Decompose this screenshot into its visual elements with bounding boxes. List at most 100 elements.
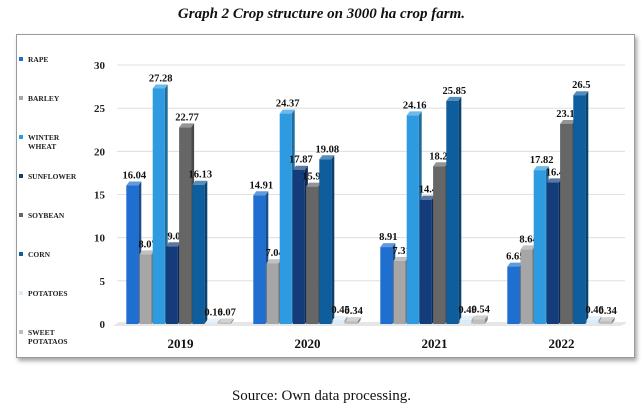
legend-label: SOYBEAN: [28, 211, 65, 220]
bar: [507, 266, 520, 324]
x-tick-label: 2022: [549, 336, 575, 351]
data-label: 14.91: [249, 180, 273, 191]
bar: [406, 115, 419, 324]
legend-label: SWEET POTATAOS: [28, 328, 68, 346]
y-tick-label: 10: [94, 233, 106, 245]
data-label: 0.16: [204, 308, 222, 319]
bar-side: [585, 91, 589, 324]
data-label: 0.54: [472, 304, 491, 315]
x-tick-label: 2021: [422, 336, 448, 351]
bar: [139, 254, 152, 324]
bar-top: [179, 123, 195, 128]
data-label: 16.4: [546, 167, 565, 178]
bar: [126, 185, 139, 324]
data-label: 0.07: [218, 308, 236, 319]
y-tick-label: 25: [94, 103, 106, 115]
data-label: 17.87: [289, 155, 313, 166]
bar: [472, 319, 485, 324]
y-tick-label: 15: [94, 190, 106, 202]
data-label: 23.17: [556, 109, 580, 120]
bar-top: [472, 315, 488, 320]
data-label: 19.08: [315, 144, 339, 155]
bar-side: [357, 317, 361, 324]
bar: [599, 321, 612, 324]
bar-top: [279, 109, 295, 114]
bar: [546, 182, 559, 324]
data-label: 0.34: [599, 306, 618, 317]
bar-top: [520, 245, 536, 250]
bar: [279, 113, 292, 324]
bar-top: [546, 178, 562, 183]
bar: [306, 186, 319, 324]
bar-top: [433, 162, 449, 167]
bar-top: [507, 262, 523, 267]
legend-swatch: [19, 252, 23, 256]
bar: [266, 263, 279, 324]
legend-label: SUNFLOWER: [28, 172, 77, 181]
bar: [459, 319, 472, 324]
bar: [192, 184, 205, 324]
bar: [560, 123, 573, 324]
bar-side: [217, 318, 221, 324]
bar: [586, 320, 599, 324]
bar-top: [573, 91, 589, 96]
data-label: 0.45: [331, 305, 349, 316]
bar-top: [586, 316, 602, 321]
bar-top: [380, 243, 396, 248]
bar: [520, 249, 533, 324]
data-label: 7.04: [265, 248, 284, 259]
data-label: 26.5: [572, 80, 590, 91]
bar: [165, 246, 178, 324]
legend-label: RAPE: [28, 55, 49, 64]
bar-side: [230, 318, 234, 324]
legend-label: BARLEY: [28, 94, 60, 103]
data-label: 16.04: [122, 171, 146, 182]
bar-top: [266, 259, 282, 264]
bar: [380, 247, 393, 324]
bar-top: [533, 166, 549, 171]
bar: [292, 169, 305, 324]
data-label: 0.49: [458, 305, 476, 316]
bar: [332, 320, 345, 324]
legend-label: WINTER WHEAT: [28, 133, 60, 151]
bar-top: [139, 250, 155, 255]
x-tick-label: 2019: [168, 336, 195, 351]
bar-side: [484, 315, 488, 324]
source-note: Source: Own data processing.: [231, 388, 412, 404]
y-tick-label: 30: [94, 60, 106, 72]
bar: [533, 170, 546, 324]
legend-label: CORN: [28, 250, 51, 259]
plot-area: 0 5 10 15 20 25 30 16.04 8.07 27.28 9.0 22.77 16.13 0…: [94, 60, 627, 351]
bar-top: [253, 191, 269, 196]
bar-side: [458, 96, 462, 324]
bar-top: [218, 318, 234, 323]
data-label: 6.65: [506, 252, 524, 263]
bar: [433, 166, 446, 324]
chart-floor: [113, 322, 627, 326]
bar-side: [204, 180, 208, 324]
bar-top: [205, 318, 221, 323]
bar-top: [345, 317, 361, 322]
data-label: 18.27: [429, 151, 453, 162]
legend-swatch: [19, 96, 23, 100]
bar: [319, 159, 332, 324]
bar-side: [344, 316, 348, 324]
bar: [205, 322, 218, 324]
bar-top: [419, 195, 435, 200]
data-label: 24.16: [403, 100, 427, 111]
bar-top: [446, 96, 462, 101]
bar: [152, 88, 165, 324]
bar-side: [598, 316, 602, 324]
data-label: 0.34: [345, 306, 364, 317]
bar-top: [599, 317, 615, 322]
bar: [419, 199, 432, 324]
bar: [218, 322, 231, 324]
data-label: 9.0: [167, 231, 180, 242]
bar-top: [165, 242, 181, 247]
legend-swatch: [19, 213, 23, 217]
bar: [446, 100, 459, 324]
bar-top: [126, 181, 142, 186]
bar-side: [611, 317, 615, 324]
bar-side: [331, 155, 335, 324]
data-label: 8.07: [138, 239, 156, 250]
